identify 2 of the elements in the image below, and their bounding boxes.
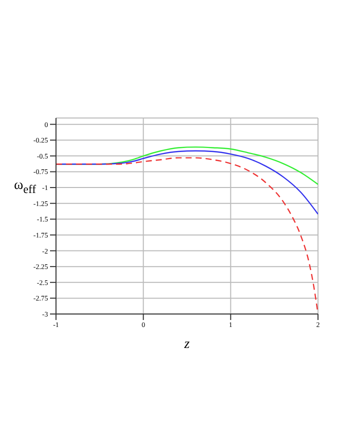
x-axis-title: z: [183, 337, 190, 352]
y-axis-title: ω$_{eff}$: [14, 178, 36, 196]
